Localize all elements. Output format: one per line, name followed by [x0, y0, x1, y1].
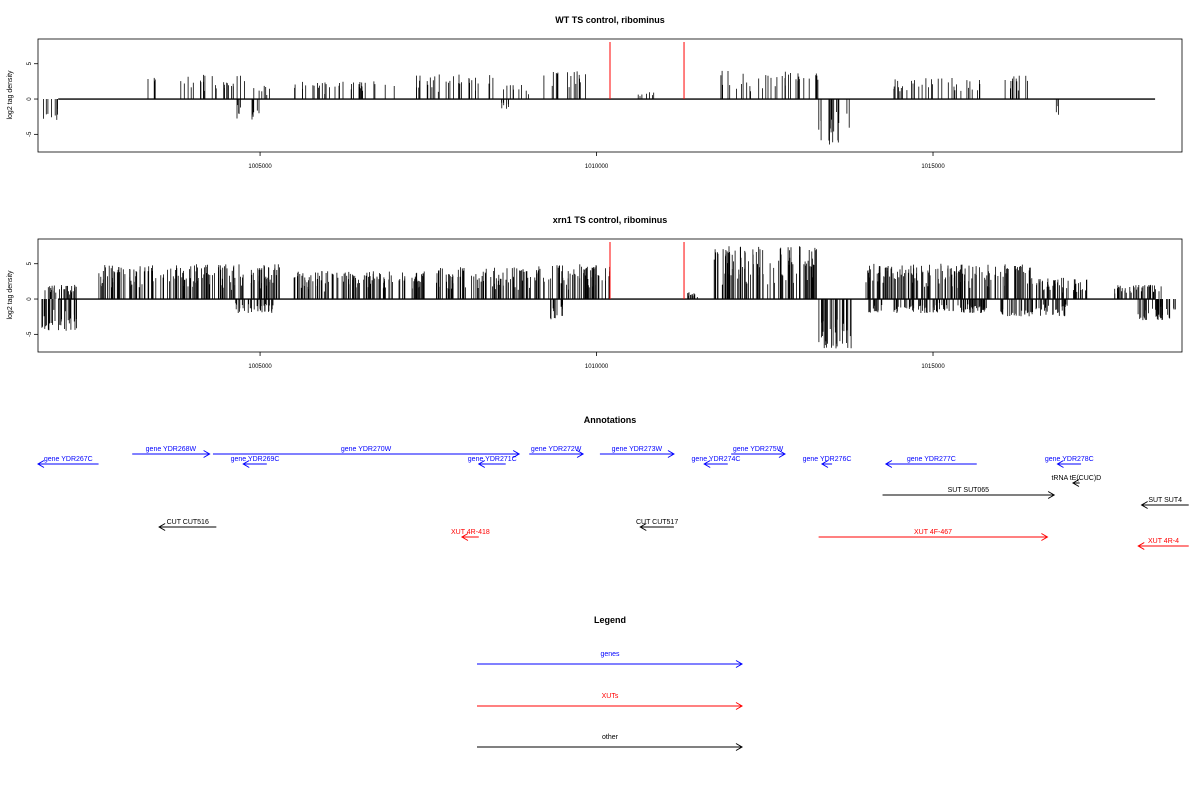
feature-arrow-head	[778, 450, 786, 458]
annotation-feature[interactable]: gene YDR272W	[529, 446, 585, 458]
legend-title: Legend	[594, 615, 626, 625]
feature-arrow-head	[512, 450, 521, 458]
annotation-feature[interactable]: XUT 4F-467	[818, 529, 1049, 541]
legend-item-genes: genes	[477, 651, 743, 668]
x-tick-label: 1015000	[921, 164, 945, 170]
legend-label: XUTs	[602, 693, 619, 700]
feature-arrow-head	[820, 460, 829, 468]
annotation-feature[interactable]: gene YDR267C	[37, 456, 99, 468]
feature-label: gene YDR273W	[612, 446, 663, 453]
feature-arrow-head	[460, 533, 469, 541]
feature-arrow-head	[158, 523, 166, 531]
feature-label: tRNA tE(CUC)D	[1051, 475, 1101, 482]
annotation-feature[interactable]: gene YDR275W	[731, 446, 786, 458]
annotations-title: Annotations	[584, 415, 637, 425]
coverage-bars	[43, 70, 1059, 145]
plot-frame	[37, 238, 1183, 353]
legend-panel: Legend genes XUTs other	[477, 615, 743, 751]
annotation-feature[interactable]: CUT CUT516	[158, 519, 217, 531]
feature-arrow-head	[1041, 533, 1049, 541]
annotation-feature[interactable]: gene YDR273W	[599, 446, 675, 458]
x-tick-label: 1005000	[248, 164, 272, 170]
annotation-feature[interactable]: gene YDR269C	[231, 456, 280, 468]
annotation-feature[interactable]: gene YDR271C	[468, 456, 517, 468]
x-tick-label: 1010000	[585, 164, 609, 170]
feature-arrow-head	[576, 450, 585, 458]
feature-arrow-head	[884, 460, 893, 468]
x-tick-label: 1015000	[921, 364, 945, 370]
feature-arrow-head	[639, 523, 647, 531]
feature-arrow-head	[667, 450, 675, 458]
annotation-feature[interactable]: XUT 4R-418	[451, 529, 490, 541]
feature-label: XUT 4R-4	[1148, 538, 1179, 545]
xrn1-track-title: xrn1 TS control, ribominus	[553, 215, 668, 225]
annotations-panel: Annotations gene YDR267C gene YDR268W gene…	[37, 415, 1189, 550]
y-tick-label: -5	[27, 131, 33, 137]
feature-label: gene YDR270W	[341, 446, 392, 453]
legend-label: genes	[600, 651, 620, 658]
feature-label: XUT 4R-418	[451, 529, 490, 536]
feature-arrow-head	[477, 460, 486, 468]
feature-label: gene YDR267C	[44, 456, 93, 463]
feature-label: gene YDR268W	[146, 446, 197, 453]
feature-arrow-head	[1071, 479, 1080, 487]
wt-y-axis-label: log2 tag density	[7, 70, 14, 120]
legend-arrow-head	[735, 743, 743, 751]
legend-arrow-head	[735, 702, 743, 710]
feature-label: gene YDR277C	[907, 456, 956, 463]
legend-arrow-head	[735, 660, 743, 668]
annotation-feature[interactable]: gene YDR274C	[692, 456, 741, 468]
wt-track-panel: WT TS control, ribominus log2 tag densit…	[7, 15, 1183, 170]
xrn1-track-panel: xrn1 TS control, ribominus log2 tag dens…	[7, 215, 1183, 370]
annotation-feature[interactable]: gene YDR277C	[884, 456, 977, 468]
feature-label: CUT CUT516	[167, 519, 209, 526]
annotation-feature[interactable]: tRNA tE(CUC)D	[1051, 475, 1101, 487]
y-tick-label: 0	[27, 297, 33, 301]
feature-label: gene YDR274C	[692, 456, 741, 463]
feature-arrow-head	[203, 450, 211, 458]
feature-label: gene YDR269C	[231, 456, 280, 463]
coverage-bars	[41, 246, 1176, 349]
y-tick-label: -5	[27, 331, 33, 337]
legend-item-xuts: XUTs	[477, 693, 743, 710]
feature-label: SUT SUT4	[1148, 497, 1182, 504]
feature-arrow-head	[1137, 542, 1145, 550]
feature-label: gene YDR278C	[1045, 456, 1094, 463]
feature-arrow-head	[1056, 460, 1064, 468]
feature-label: gene YDR272W	[531, 446, 582, 453]
y-tick-label: 5	[27, 261, 33, 265]
legend-label: other	[602, 734, 619, 741]
feature-arrow-head	[242, 460, 250, 468]
annotation-feature[interactable]: SUT SUT065	[882, 487, 1056, 499]
annotation-feature[interactable]: gene YDR270W	[212, 446, 521, 458]
annotation-feature[interactable]: gene YDR278C	[1045, 456, 1094, 468]
feature-label: gene YDR276C	[803, 456, 852, 463]
feature-label: gene YDR275W	[733, 446, 784, 453]
plot-frame	[37, 38, 1183, 153]
feature-arrow-head	[37, 460, 45, 468]
annotation-feature[interactable]: gene YDR268W	[132, 446, 211, 458]
annotation-feature[interactable]: XUT 4R-4	[1137, 538, 1189, 550]
feature-arrow-head	[703, 460, 711, 468]
x-tick-label: 1010000	[585, 364, 609, 370]
feature-label: CUT CUT517	[636, 519, 678, 526]
feature-label: XUT 4F-467	[914, 529, 952, 536]
y-tick-label: 0	[27, 97, 33, 101]
legend-item-other: other	[477, 734, 743, 751]
annotation-feature[interactable]: gene YDR276C	[803, 456, 852, 468]
x-tick-label: 1005000	[248, 364, 272, 370]
y-tick-label: 5	[27, 61, 33, 65]
feature-label: SUT SUT065	[948, 487, 990, 494]
feature-label: gene YDR271C	[468, 456, 517, 463]
annotation-feature[interactable]: SUT SUT4	[1140, 497, 1189, 509]
feature-arrow-head	[1047, 491, 1056, 499]
feature-arrow-head	[1140, 501, 1148, 509]
wt-track-title: WT TS control, ribominus	[555, 15, 665, 25]
xrn1-y-axis-label: log2 tag density	[7, 270, 14, 320]
annotation-feature[interactable]: CUT CUT517	[636, 519, 678, 531]
